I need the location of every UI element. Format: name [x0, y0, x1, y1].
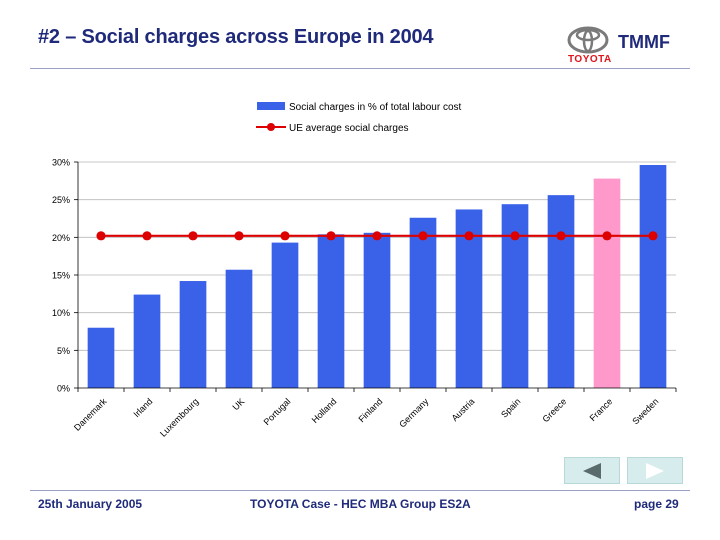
average-marker	[188, 231, 198, 241]
x-tick-label: France	[588, 396, 615, 423]
logo-wordmark: TOYOTA	[568, 54, 612, 65]
bar-germany	[409, 217, 437, 388]
x-tick-label: UK	[230, 396, 246, 412]
x-tick-label: Portugal	[262, 396, 293, 427]
footer-page-number: page 29	[634, 497, 679, 511]
bar-france	[593, 178, 621, 388]
x-axis: Danemark Irland Luxembourg UK Portugal Hollan…	[72, 387, 677, 439]
bar-sweden	[639, 165, 667, 388]
y-tick-label: 15%	[52, 271, 70, 281]
toyota-logo: TOYOTA TMMF	[566, 24, 688, 66]
y-tick-label: 25%	[52, 195, 70, 205]
y-tick-label: 30%	[52, 158, 70, 168]
x-tick-label: Greece	[540, 396, 568, 424]
y-tick-label: 5%	[57, 346, 70, 356]
triangle-left-icon	[583, 463, 601, 479]
bar-series	[87, 165, 667, 388]
average-marker	[234, 231, 244, 241]
y-tick-label: 20%	[52, 233, 70, 243]
header-divider	[30, 68, 690, 69]
logo-tmmf: TMMF	[618, 32, 670, 52]
average-marker	[648, 231, 658, 241]
toyota-emblem-icon	[567, 26, 609, 54]
bar-irland	[133, 294, 161, 388]
bar-portugal	[271, 242, 299, 388]
chart-legend: Social charges in % of total labour cost…	[256, 102, 462, 134]
bar-holland	[317, 234, 345, 388]
previous-slide-button[interactable]	[564, 457, 620, 484]
triangle-right-icon	[646, 463, 664, 479]
average-marker	[326, 231, 336, 241]
x-tick-label: Luxembourg	[158, 396, 200, 438]
legend-bar-swatch	[257, 102, 285, 110]
bar-danemark	[87, 327, 115, 388]
x-tick-label: Danemark	[72, 396, 109, 433]
x-tick-label: Sweden	[630, 396, 660, 426]
average-marker	[510, 231, 520, 241]
footer-divider	[30, 490, 690, 491]
average-marker	[464, 231, 474, 241]
average-marker	[96, 231, 106, 241]
x-tick-label: Spain	[499, 396, 522, 419]
average-line-series	[96, 231, 658, 241]
slide-title: #2 – Social charges across Europe in 200…	[38, 26, 434, 48]
x-tick-label: Finland	[356, 396, 384, 424]
x-tick-label: Germany	[397, 396, 431, 430]
footer-date: 25th January 2005	[38, 497, 143, 511]
legend-line-marker	[267, 123, 275, 131]
bar-greece	[547, 195, 575, 388]
bar-finland	[363, 232, 391, 388]
legend-bar-label: Social charges in % of total labour cost	[289, 102, 462, 113]
next-slide-button[interactable]	[627, 457, 683, 484]
x-tick-label: Austria	[450, 396, 477, 423]
average-marker	[280, 231, 290, 241]
bar-luxembourg	[179, 281, 207, 388]
x-tick-label: Irland	[131, 396, 154, 419]
legend-line-label: UE average social charges	[289, 123, 409, 134]
bar-uk	[225, 269, 253, 388]
average-marker	[372, 231, 382, 241]
y-axis: 0% 5% 10% 15% 20% 25% 30%	[52, 158, 79, 394]
y-tick-label: 10%	[52, 308, 70, 318]
average-marker	[142, 231, 152, 241]
footer-caption: TOYOTA Case - HEC MBA Group ES2A	[250, 497, 471, 511]
average-marker	[418, 231, 428, 241]
social-charges-chart: Social charges in % of total labour cost…	[52, 102, 677, 439]
average-marker	[556, 231, 566, 241]
average-marker	[602, 231, 612, 241]
x-tick-label: Holland	[310, 396, 339, 425]
y-tick-label: 0%	[57, 384, 70, 394]
